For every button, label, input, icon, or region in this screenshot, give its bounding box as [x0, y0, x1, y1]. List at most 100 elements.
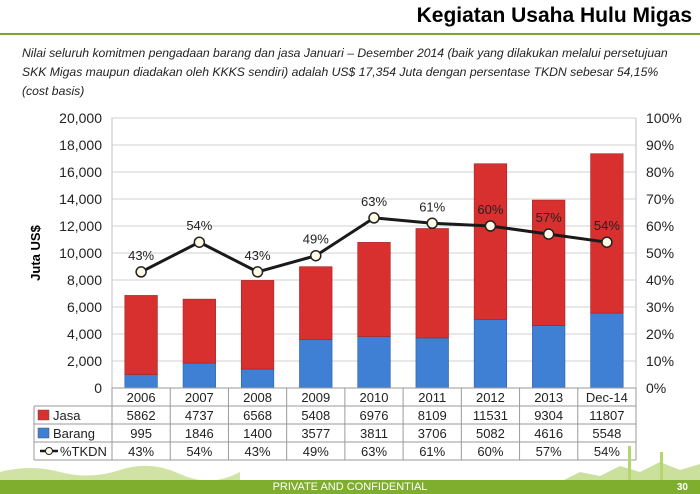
y-tick-label: 4,000: [67, 326, 102, 342]
tkdn-point: [135, 266, 147, 278]
bar-barang: [124, 374, 158, 389]
table-cell: 43%: [245, 444, 271, 459]
bar-jasa: [299, 266, 333, 341]
table-cell: 57%: [536, 444, 562, 459]
bar-jasa: [415, 228, 449, 339]
table-cell: 5408: [301, 408, 330, 423]
page-subtitle: Nilai seluruh komitmen pengadaan barang …: [22, 46, 668, 98]
x-tick-label: 2011: [418, 390, 446, 405]
x-tick-label: 2013: [534, 390, 563, 405]
bar-jasa: [590, 153, 624, 314]
bar-jasa: [182, 298, 216, 364]
legend-key-jasa: [37, 409, 50, 421]
bar-jasa: [532, 199, 566, 326]
y-tick-label: 10,000: [59, 245, 102, 261]
bar-jasa: [473, 163, 508, 320]
y2-tick-label: 50%: [646, 245, 674, 261]
tkdn-point: [601, 236, 613, 248]
table-cell: 60%: [477, 444, 503, 459]
title-divider: [0, 33, 700, 35]
y-tick-label: 0: [94, 380, 102, 396]
bar-barang: [182, 362, 216, 389]
legend-label: %TKDN: [60, 444, 107, 459]
x-tick-label: 2010: [360, 390, 389, 405]
y2-tick-label: 10%: [646, 353, 674, 369]
x-tick-label: 2006: [127, 390, 156, 405]
y-tick-label: 8,000: [67, 272, 102, 288]
tkdn-data-label: 54%: [186, 218, 212, 233]
y2-tick-label: 70%: [646, 191, 674, 207]
x-tick-label: 2012: [476, 390, 505, 405]
y2-tick-label: 60%: [646, 218, 674, 234]
x-tick-label: 2009: [301, 390, 330, 405]
bar-barang: [299, 339, 333, 389]
table-cell: 5082: [476, 426, 505, 441]
bar-barang: [240, 368, 275, 389]
table-cell: 6976: [360, 408, 389, 423]
y2-tick-label: 40%: [646, 272, 674, 288]
y-tick-label: 6,000: [67, 299, 102, 315]
x-tick-label: Dec-14: [586, 390, 628, 405]
table-cell: 3811: [360, 426, 388, 441]
table-cell: 5548: [592, 426, 621, 441]
table-cell: 5862: [127, 408, 156, 423]
y2-tick-label: 90%: [646, 137, 674, 153]
y2-tick-label: 20%: [646, 326, 674, 342]
tkdn-point: [251, 266, 264, 278]
legend-label: Jasa: [53, 408, 81, 423]
y-tick-label: 16,000: [59, 164, 102, 180]
table-cell: 4737: [185, 408, 214, 423]
table-cell: 8109: [418, 408, 447, 423]
tkdn-data-label: 49%: [303, 232, 329, 247]
bar-barang: [473, 319, 508, 389]
bar-jasa: [357, 242, 391, 337]
tkdn-point: [368, 212, 380, 224]
y-tick-label: 12,000: [59, 218, 102, 234]
tkdn-point: [542, 228, 555, 240]
table-cell: 3577: [301, 426, 330, 441]
tkdn-point: [484, 220, 497, 232]
table-cell: 11531: [473, 408, 508, 423]
tkdn-data-label: 54%: [594, 218, 620, 233]
bar-jasa: [240, 280, 275, 370]
tkdn-data-label: 60%: [477, 202, 503, 217]
y-tick-label: 14,000: [59, 191, 102, 207]
tkdn-point: [193, 236, 206, 248]
page-number: 30: [676, 482, 688, 493]
x-tick-label: 2008: [243, 390, 272, 405]
y2-tick-label: 100%: [646, 110, 682, 126]
table-cell: 54%: [186, 444, 212, 459]
table-cell: 1400: [243, 426, 272, 441]
x-tick-label: 2007: [185, 390, 214, 405]
table-cell: 43%: [128, 444, 154, 459]
y-tick-label: 18,000: [59, 137, 102, 153]
tkdn-point: [310, 249, 322, 262]
legend-key-tkdn-marker: [45, 447, 53, 455]
bar-barang: [532, 325, 566, 389]
tkdn-data-label: 57%: [536, 210, 562, 225]
bar-barang: [590, 312, 624, 389]
page-title: Kegiatan Usaha Hulu Migas: [416, 4, 692, 27]
table-cell: 61%: [419, 444, 445, 459]
tkdn-data-label: 43%: [245, 248, 271, 263]
y2-tick-label: 80%: [646, 164, 674, 180]
table-cell: 995: [130, 426, 152, 441]
footer-confidential: PRIVATE AND CONFIDENTIAL: [272, 481, 428, 493]
table-cell: 6568: [243, 408, 272, 423]
table-cell: 11807: [589, 408, 624, 423]
y-tick-label: 20,000: [59, 110, 102, 126]
y-tick-label: 2,000: [67, 353, 102, 369]
bar-jasa: [124, 295, 158, 375]
tkdn-data-label: 61%: [419, 199, 445, 214]
footer-bar: [0, 480, 700, 494]
tkdn-data-label: 63%: [361, 194, 387, 209]
table-cell: 63%: [361, 444, 387, 459]
y-axis-label: Juta US$: [28, 224, 43, 280]
table-cell: 4616: [534, 426, 563, 441]
table-cell: 54%: [594, 444, 620, 459]
tkdn-point: [426, 217, 438, 230]
table-cell: 9304: [534, 408, 563, 423]
table-cell: 3706: [418, 426, 447, 441]
y2-tick-label: 30%: [646, 299, 674, 315]
